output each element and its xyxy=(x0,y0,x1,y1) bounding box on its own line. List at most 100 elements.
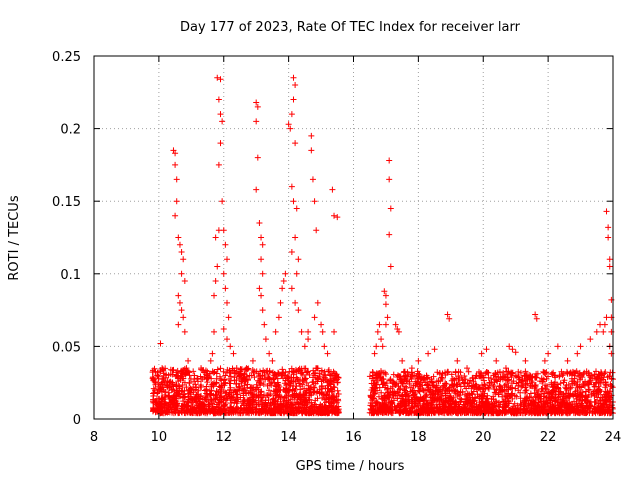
data-point xyxy=(310,367,317,374)
data-point xyxy=(493,357,500,364)
data-point xyxy=(270,376,277,383)
data-point xyxy=(157,403,164,410)
data-point xyxy=(280,408,287,415)
data-point xyxy=(214,366,221,373)
data-point xyxy=(222,285,229,292)
data-point xyxy=(215,389,222,396)
data-point xyxy=(295,367,302,374)
data-point xyxy=(319,382,326,389)
data-point xyxy=(181,278,188,285)
data-point xyxy=(309,176,316,183)
data-point xyxy=(258,388,265,395)
data-point xyxy=(262,376,269,383)
y-tick-label: 0.1 xyxy=(60,268,81,283)
data-point xyxy=(384,314,391,321)
data-point xyxy=(187,405,194,412)
data-point xyxy=(176,409,183,416)
data-point xyxy=(331,212,338,219)
data-point xyxy=(293,270,300,277)
data-point xyxy=(483,346,490,353)
y-tick-label: 0 xyxy=(73,413,81,428)
data-point xyxy=(168,406,175,413)
data-point xyxy=(233,391,240,398)
y-axis-label: ROTI / TECUs xyxy=(7,195,22,280)
data-point xyxy=(260,406,267,413)
data-point xyxy=(333,399,340,406)
data-point xyxy=(216,407,223,414)
data-point xyxy=(376,321,383,328)
data-point xyxy=(220,368,227,375)
data-point xyxy=(257,368,264,375)
data-point xyxy=(175,292,182,299)
data-point xyxy=(220,380,227,387)
data-point xyxy=(209,400,216,407)
data-point xyxy=(303,404,310,411)
data-point xyxy=(260,381,267,388)
data-point xyxy=(199,401,206,408)
data-point xyxy=(180,314,187,321)
data-point xyxy=(209,381,216,388)
data-point xyxy=(308,147,315,154)
data-point xyxy=(335,406,342,413)
data-point xyxy=(157,410,164,417)
data-point xyxy=(478,350,485,357)
data-point xyxy=(213,375,220,382)
data-point xyxy=(272,388,279,395)
data-point xyxy=(302,365,309,372)
data-point xyxy=(311,314,318,321)
data-point xyxy=(386,176,393,183)
data-point xyxy=(290,408,297,415)
data-point xyxy=(230,410,237,417)
data-point xyxy=(220,402,227,409)
data-point xyxy=(506,343,513,350)
data-point xyxy=(219,198,226,205)
data-point xyxy=(210,369,217,376)
data-point xyxy=(256,401,263,408)
data-point xyxy=(238,380,245,387)
data-point xyxy=(294,375,301,382)
data-point xyxy=(518,384,525,391)
data-point xyxy=(227,377,234,384)
data-point xyxy=(223,336,230,343)
data-point xyxy=(256,379,263,386)
data-point xyxy=(564,357,571,364)
data-point xyxy=(307,386,314,393)
data-point xyxy=(382,301,389,308)
data-point xyxy=(289,399,296,406)
data-point xyxy=(180,391,187,398)
data-point xyxy=(216,400,223,407)
data-point xyxy=(270,407,277,414)
data-point xyxy=(259,270,266,277)
y-tick-label: 0.05 xyxy=(52,340,81,355)
data-point xyxy=(386,231,393,238)
data-point xyxy=(213,403,220,410)
data-point xyxy=(211,292,218,299)
data-point xyxy=(150,375,157,382)
data-point xyxy=(223,299,230,306)
data-point xyxy=(251,374,258,381)
data-point xyxy=(318,321,325,328)
data-point xyxy=(431,346,438,353)
data-point xyxy=(548,370,555,377)
data-point xyxy=(306,406,313,413)
data-point xyxy=(272,328,279,335)
data-point xyxy=(399,357,406,364)
data-point xyxy=(182,371,189,378)
data-point xyxy=(256,219,263,226)
data-point xyxy=(179,381,186,388)
data-point xyxy=(262,410,269,417)
data-point xyxy=(448,371,455,378)
data-point xyxy=(600,328,607,335)
data-point xyxy=(509,346,516,353)
data-point xyxy=(183,384,190,391)
data-point xyxy=(329,404,336,411)
data-point xyxy=(522,357,529,364)
data-point xyxy=(258,256,265,263)
data-point xyxy=(586,380,593,387)
data-point xyxy=(252,407,259,414)
y-tick-label: 0.25 xyxy=(52,50,81,65)
data-point xyxy=(172,212,179,219)
data-point xyxy=(382,371,389,378)
data-point xyxy=(153,401,160,408)
data-point xyxy=(276,383,283,390)
